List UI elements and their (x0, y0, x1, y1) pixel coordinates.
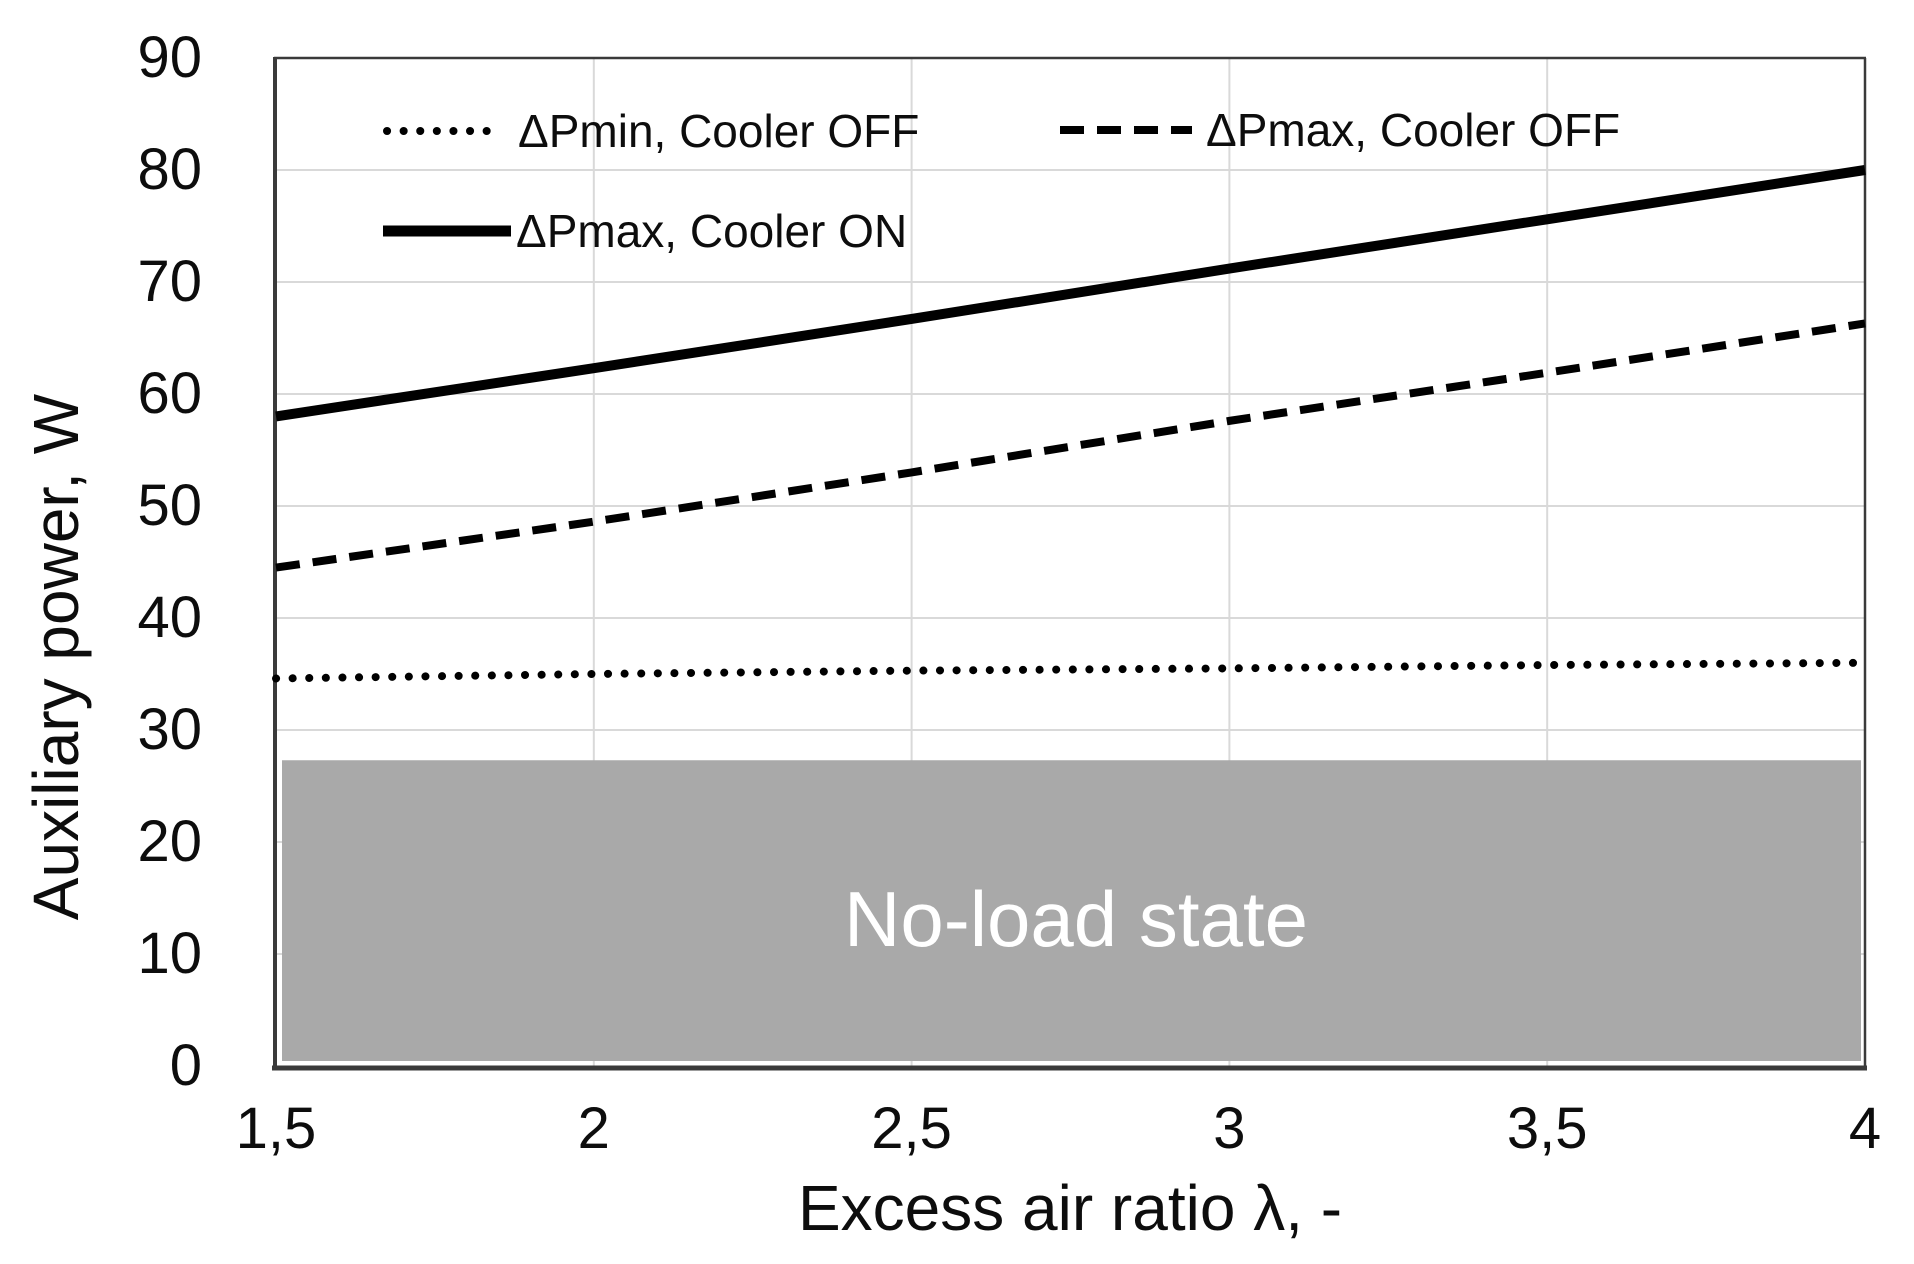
y-tick-label: 0 (169, 1033, 202, 1098)
legend-solid-line-sample (383, 225, 511, 237)
y-tick-label: 80 (137, 137, 202, 202)
axes-and-border (272, 56, 1867, 1071)
legend-entry-pmax-cooler-on: ΔPmax, Cooler ON (383, 205, 907, 257)
x-tick-label: 1,5 (235, 1096, 317, 1161)
y-tick-label: 20 (137, 809, 202, 874)
legend-dashed-line-sample (1060, 126, 1192, 134)
legend-label: ΔPmin, Cooler OFF (518, 105, 920, 157)
legend-entry-pmax-cooler-off: ΔPmax, Cooler OFF (1060, 104, 1620, 156)
legend-label: ΔPmax, Cooler ON (516, 205, 908, 257)
no-load-region (282, 760, 1861, 1061)
y-tick-label: 90 (137, 25, 202, 90)
x-tick-label: 3,5 (1506, 1096, 1588, 1161)
y-tick-label: 70 (137, 249, 202, 314)
x-tick-label: 4 (1848, 1096, 1882, 1161)
no-load-region-label: No-load state (844, 875, 1308, 963)
y-tick-label: 60 (137, 361, 202, 426)
y-tick-label: 10 (137, 921, 202, 986)
y-axis-title: Auxiliary power, W (20, 393, 92, 921)
x-tick-label: 2,5 (871, 1096, 952, 1161)
y-tick-label: 30 (137, 697, 202, 762)
y-tick-label: 40 (137, 585, 202, 650)
x-tick-label: 2 (577, 1096, 610, 1161)
y-tick-label: 50 (137, 473, 202, 538)
data-series-lines (272, 165, 1869, 683)
x-tick-label: 3 (1213, 1096, 1246, 1161)
legend-entry-pmin-cooler-off: ΔPmin, Cooler OFF (383, 105, 919, 157)
legend-dotted-line-sample (383, 127, 503, 135)
x-axis-title: Excess air ratio λ, - (797, 1172, 1343, 1244)
legend-label: ΔPmax, Cooler OFF (1206, 104, 1621, 156)
